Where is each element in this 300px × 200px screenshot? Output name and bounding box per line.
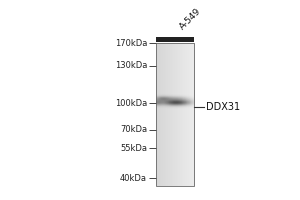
Text: DDX31: DDX31 [206,102,240,112]
Text: 170kDa: 170kDa [115,39,147,48]
Text: 130kDa: 130kDa [115,61,147,70]
Bar [156,37,194,42]
Text: 70kDa: 70kDa [120,125,147,134]
Text: 100kDa: 100kDa [115,99,147,108]
Bar [156,43,194,186]
Text: 40kDa: 40kDa [120,174,147,183]
Text: A-549: A-549 [178,7,203,32]
Text: 55kDa: 55kDa [120,144,147,153]
